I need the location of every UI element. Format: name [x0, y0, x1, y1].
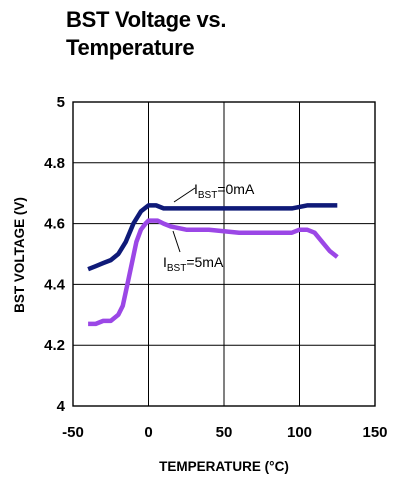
series-1-label-tail: =5mA [186, 254, 224, 270]
series-0-label-main: I [194, 181, 198, 197]
x-tick-label-1: 0 [144, 424, 152, 441]
series-line-0 [87, 203, 338, 272]
y-tick-label-3: 4.6 [44, 216, 65, 233]
series-0-label-tail: =0mA [217, 181, 255, 197]
y-tick-label-5: 5 [57, 94, 65, 111]
series-group [87, 203, 339, 327]
chart-title-line-2: Temperature [66, 35, 195, 60]
series-1-label: IBST=5mA [163, 254, 224, 274]
series-1-label-main: I [163, 254, 167, 270]
y-tick-label-4: 4.8 [44, 155, 65, 172]
series-0-label-sub: BST [198, 190, 217, 201]
x-tick-label-0: -50 [62, 424, 84, 441]
chart-title-line-1: BST Voltage vs. [66, 7, 227, 32]
tick-labels: -50 0 50 100 150 4 4.2 4.4 4.6 4.8 5 [44, 94, 387, 441]
series-0-label: IBST=0mA [194, 181, 255, 201]
grid [73, 102, 375, 406]
series-0-leader-line [173, 187, 196, 203]
x-tick-label-3: 100 [287, 424, 312, 441]
series-1-label-sub: BST [167, 263, 186, 274]
plot-frame [72, 101, 376, 407]
series-1-leader-line [172, 230, 181, 253]
y-tick-label-2: 4.4 [44, 276, 66, 293]
y-tick-label-0: 4 [57, 398, 66, 415]
series-line-1 [88, 218, 339, 327]
y-axis-label: BST VOLTAGE (V) [12, 197, 27, 313]
series-0-annotation: IBST=0mA [173, 181, 255, 203]
y-tick-label-1: 4.2 [44, 337, 65, 354]
x-tick-label-2: 50 [216, 424, 233, 441]
x-tick-label-4: 150 [362, 424, 387, 441]
chart-title: BST Voltage vs. Temperature [66, 6, 226, 62]
x-axis-label: TEMPERATURE (°C) [159, 459, 289, 474]
series-1-annotation: IBST=5mA [163, 230, 224, 274]
